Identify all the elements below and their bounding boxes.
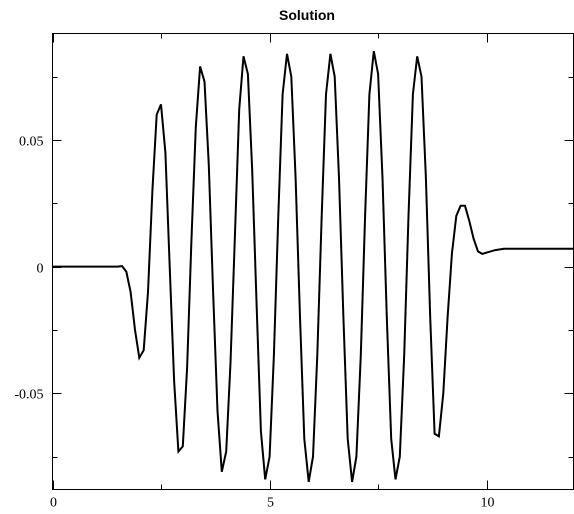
y-tick-label: 0 bbox=[37, 262, 44, 277]
series-line bbox=[52, 51, 574, 483]
x-tick-label: 5 bbox=[267, 496, 274, 511]
x-tick-label: 0 bbox=[50, 496, 57, 511]
plot-frame bbox=[52, 33, 574, 490]
x-tick-label: 10 bbox=[481, 496, 495, 511]
tick-labels: 0 5 10 0.05 0 -0.05 bbox=[14, 135, 494, 511]
chart-title: Solution bbox=[279, 7, 335, 23]
y-tick-label: -0.05 bbox=[14, 388, 43, 403]
axis-ticks bbox=[52, 33, 574, 490]
y-tick-label: 0.05 bbox=[19, 135, 44, 150]
